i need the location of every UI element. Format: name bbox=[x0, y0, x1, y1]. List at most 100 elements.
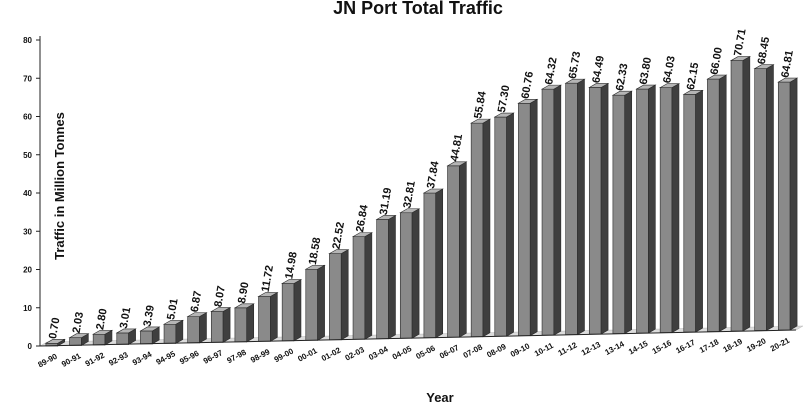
bar-value-label: 0.70 bbox=[47, 317, 63, 340]
y-tick-label: 70 bbox=[23, 74, 32, 83]
bar-side bbox=[742, 56, 751, 332]
bar bbox=[187, 316, 200, 344]
bar-value-label: 63.80 bbox=[638, 56, 655, 85]
bar-side bbox=[648, 84, 656, 334]
bar-top bbox=[233, 303, 255, 309]
y-tick-label: 0 bbox=[28, 342, 33, 351]
bar-side bbox=[364, 232, 373, 340]
bar-value-label: 5.01 bbox=[165, 298, 181, 321]
x-tick-label: 93-94 bbox=[131, 349, 154, 367]
x-tick-label: 91-92 bbox=[84, 351, 107, 369]
bar-top bbox=[304, 264, 326, 270]
bar-top bbox=[281, 279, 303, 284]
bar-top bbox=[753, 64, 775, 69]
bar-top bbox=[92, 329, 114, 335]
y-axis-label: Traffic in Million Tonnes bbox=[52, 112, 67, 260]
bar-value-label: 18.58 bbox=[307, 237, 324, 266]
bar-top bbox=[186, 312, 208, 317]
y-tick-label: 60 bbox=[23, 113, 32, 122]
bar-top bbox=[446, 161, 468, 167]
bar-top bbox=[777, 77, 799, 83]
bar-value-label: 64.49 bbox=[590, 55, 607, 84]
bar bbox=[423, 192, 437, 339]
bar bbox=[565, 82, 578, 335]
bar bbox=[376, 219, 389, 340]
bar bbox=[305, 268, 318, 341]
bar-value-label: 55.84 bbox=[472, 90, 489, 120]
bar bbox=[518, 102, 531, 336]
bar-value-label: 6.87 bbox=[189, 290, 205, 313]
bar-value-label: 64.03 bbox=[661, 55, 678, 84]
bar-value-label: 26.84 bbox=[354, 203, 371, 233]
x-tick-label: 18-19 bbox=[722, 337, 745, 355]
bar bbox=[92, 333, 106, 346]
x-axis-label: Year bbox=[426, 390, 453, 405]
x-tick-label: 12-13 bbox=[580, 340, 603, 358]
bar bbox=[683, 94, 696, 333]
chart-title: JN Port Total Traffic bbox=[333, 0, 503, 18]
x-tick-label: 13-14 bbox=[603, 339, 626, 357]
bar bbox=[659, 87, 673, 333]
bar-top bbox=[517, 98, 539, 104]
bar bbox=[470, 122, 484, 338]
bar-side bbox=[600, 82, 609, 335]
bar-top bbox=[351, 232, 373, 237]
bar-top bbox=[659, 83, 681, 88]
x-tick-label: 11-12 bbox=[557, 340, 579, 358]
bar bbox=[163, 323, 177, 344]
bar bbox=[352, 236, 366, 340]
x-tick-label: 09-10 bbox=[509, 341, 532, 359]
x-axis-line bbox=[39, 329, 797, 347]
y-tick-label: 10 bbox=[23, 304, 32, 313]
bar-side bbox=[293, 279, 302, 342]
bar-side bbox=[459, 161, 467, 338]
bar-side bbox=[199, 312, 207, 344]
value-labels-group: 0.70 2.03 2.80 3.01 3.39 5.01 6.87 8.07 8.90 11.7… bbox=[47, 28, 796, 340]
x-tick-label: 04-05 bbox=[391, 344, 414, 362]
bar-top bbox=[210, 307, 232, 312]
y-tick-label: 20 bbox=[23, 266, 32, 275]
bar-side bbox=[577, 78, 585, 336]
bars-group bbox=[44, 56, 799, 347]
x-tick-label: 89-90 bbox=[36, 352, 59, 370]
bar-value-label: 57.30 bbox=[496, 84, 513, 113]
x-tick-label: 14-15 bbox=[627, 339, 650, 357]
bar-value-label: 2.03 bbox=[71, 311, 87, 334]
bar-side bbox=[529, 98, 538, 337]
x-tick-label: 95-96 bbox=[178, 348, 201, 366]
bar-top bbox=[611, 90, 633, 96]
bar-side bbox=[553, 84, 562, 336]
bar-value-label: 65.73 bbox=[567, 51, 584, 80]
bar-top bbox=[139, 326, 161, 332]
bar bbox=[258, 296, 271, 342]
bar-top bbox=[115, 328, 137, 334]
x-tick-label: 16-17 bbox=[674, 338, 697, 356]
x-tick-label: 05-06 bbox=[414, 343, 437, 361]
bar-value-label: 3.39 bbox=[141, 304, 157, 327]
y-tick-label: 40 bbox=[23, 189, 32, 198]
bar-side bbox=[317, 264, 325, 341]
bar-top bbox=[328, 249, 350, 254]
bar-top bbox=[706, 74, 728, 80]
bar-top bbox=[399, 208, 421, 214]
x-tick-label: 08-09 bbox=[485, 342, 508, 360]
bar-side bbox=[435, 188, 444, 339]
bar-value-label: 64.81 bbox=[779, 49, 796, 78]
bar-top bbox=[635, 84, 657, 90]
bar-side bbox=[624, 90, 633, 335]
bar-value-label: 68.45 bbox=[756, 36, 773, 65]
bar-side bbox=[766, 64, 774, 332]
y-tick-label: 30 bbox=[23, 227, 32, 236]
bar bbox=[588, 87, 602, 335]
x-tick-label: 98-99 bbox=[249, 347, 272, 365]
bar-value-label: 32.81 bbox=[401, 180, 418, 209]
bar-side bbox=[270, 292, 278, 342]
y-tick-label: 80 bbox=[23, 36, 32, 45]
x-tick-label: 99-00 bbox=[273, 346, 296, 364]
bar-value-label: 14.98 bbox=[283, 251, 300, 280]
bar-side bbox=[340, 249, 349, 341]
bar-value-label: 64.32 bbox=[543, 56, 560, 85]
bar bbox=[69, 337, 82, 346]
